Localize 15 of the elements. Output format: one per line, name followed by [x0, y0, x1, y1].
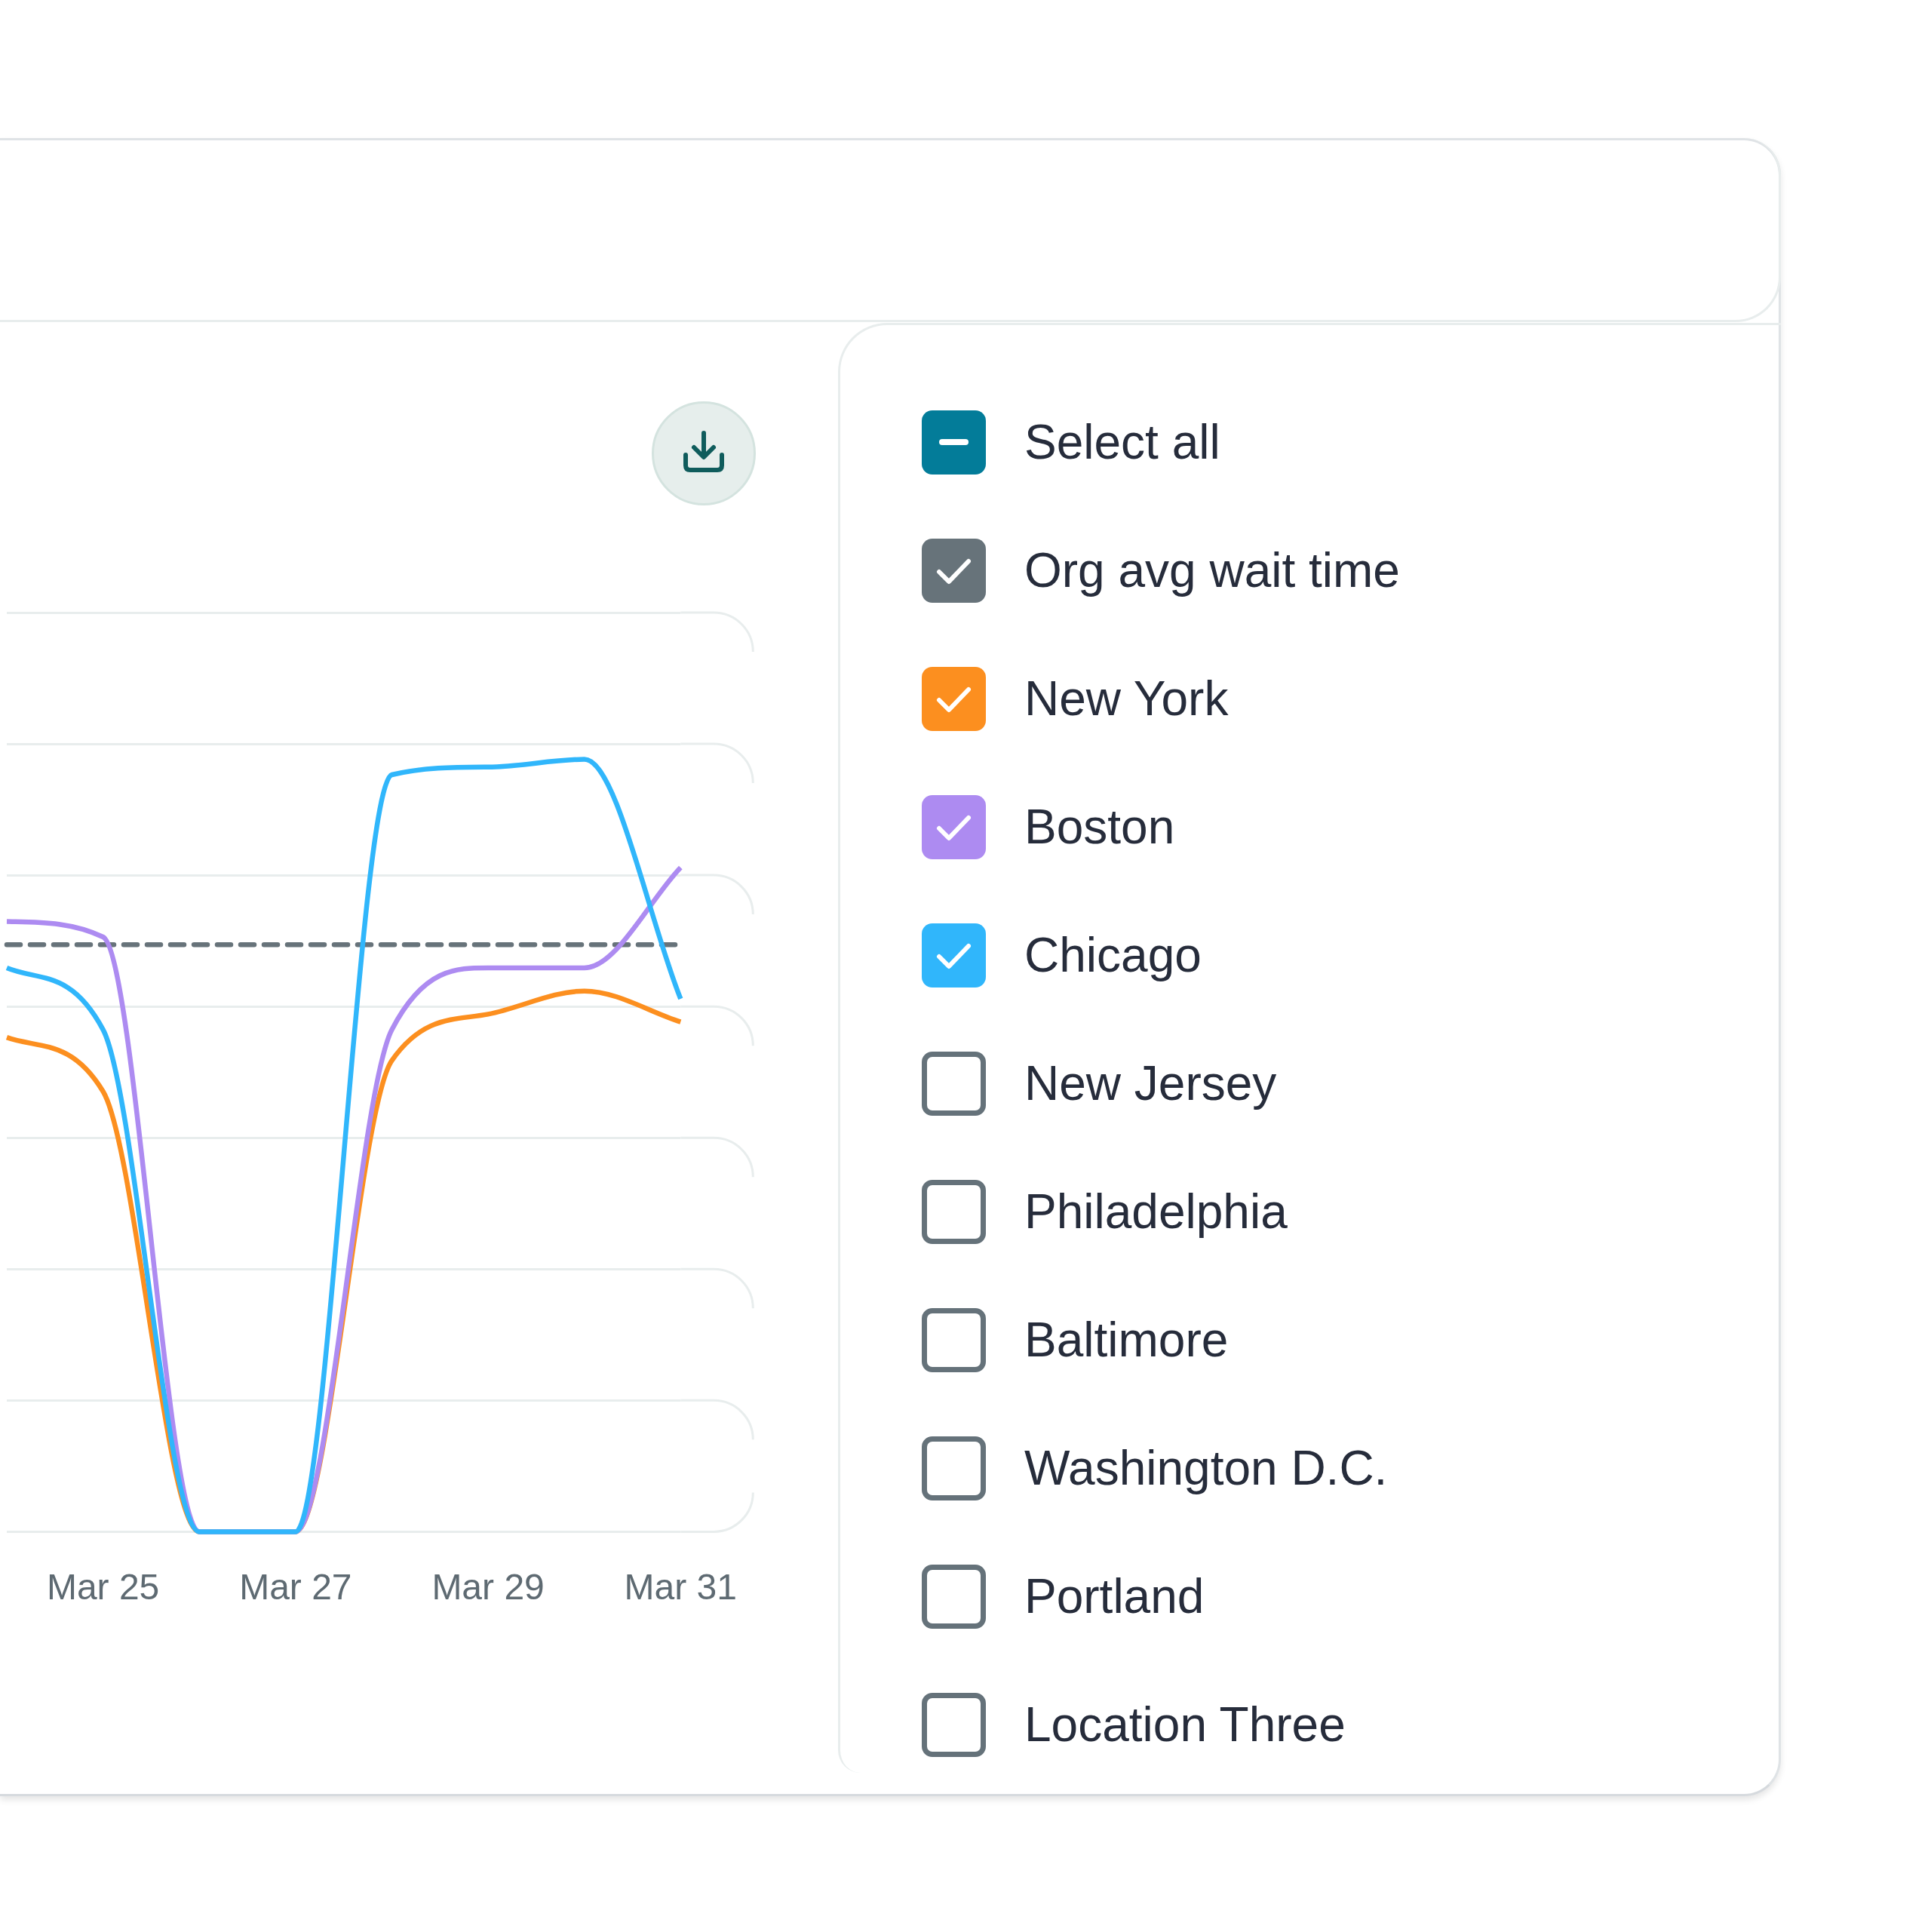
legend-label: Baltimore	[1024, 1313, 1229, 1367]
legend-label: Boston	[1024, 800, 1175, 854]
legend-label: Washington D.C.	[1024, 1441, 1388, 1495]
legend-title: Select all	[1024, 415, 1220, 469]
legend-label: Location Three	[1024, 1697, 1346, 1752]
legend-label: Chicago	[1024, 928, 1202, 982]
legend-label: Portland	[1024, 1569, 1205, 1623]
legend-label: Org avg wait time	[1024, 543, 1400, 597]
legend-label: New York	[1024, 671, 1229, 726]
legend-label: New Jersey	[1024, 1056, 1277, 1110]
x-tick-label: Mar 25	[46, 1567, 160, 1608]
legend-label: Philadelphia	[1024, 1184, 1288, 1239]
x-tick-label: Mar 29	[431, 1567, 545, 1608]
x-tick-label: Mar 27	[239, 1567, 352, 1608]
x-tick-label: Mar 31	[624, 1567, 737, 1608]
